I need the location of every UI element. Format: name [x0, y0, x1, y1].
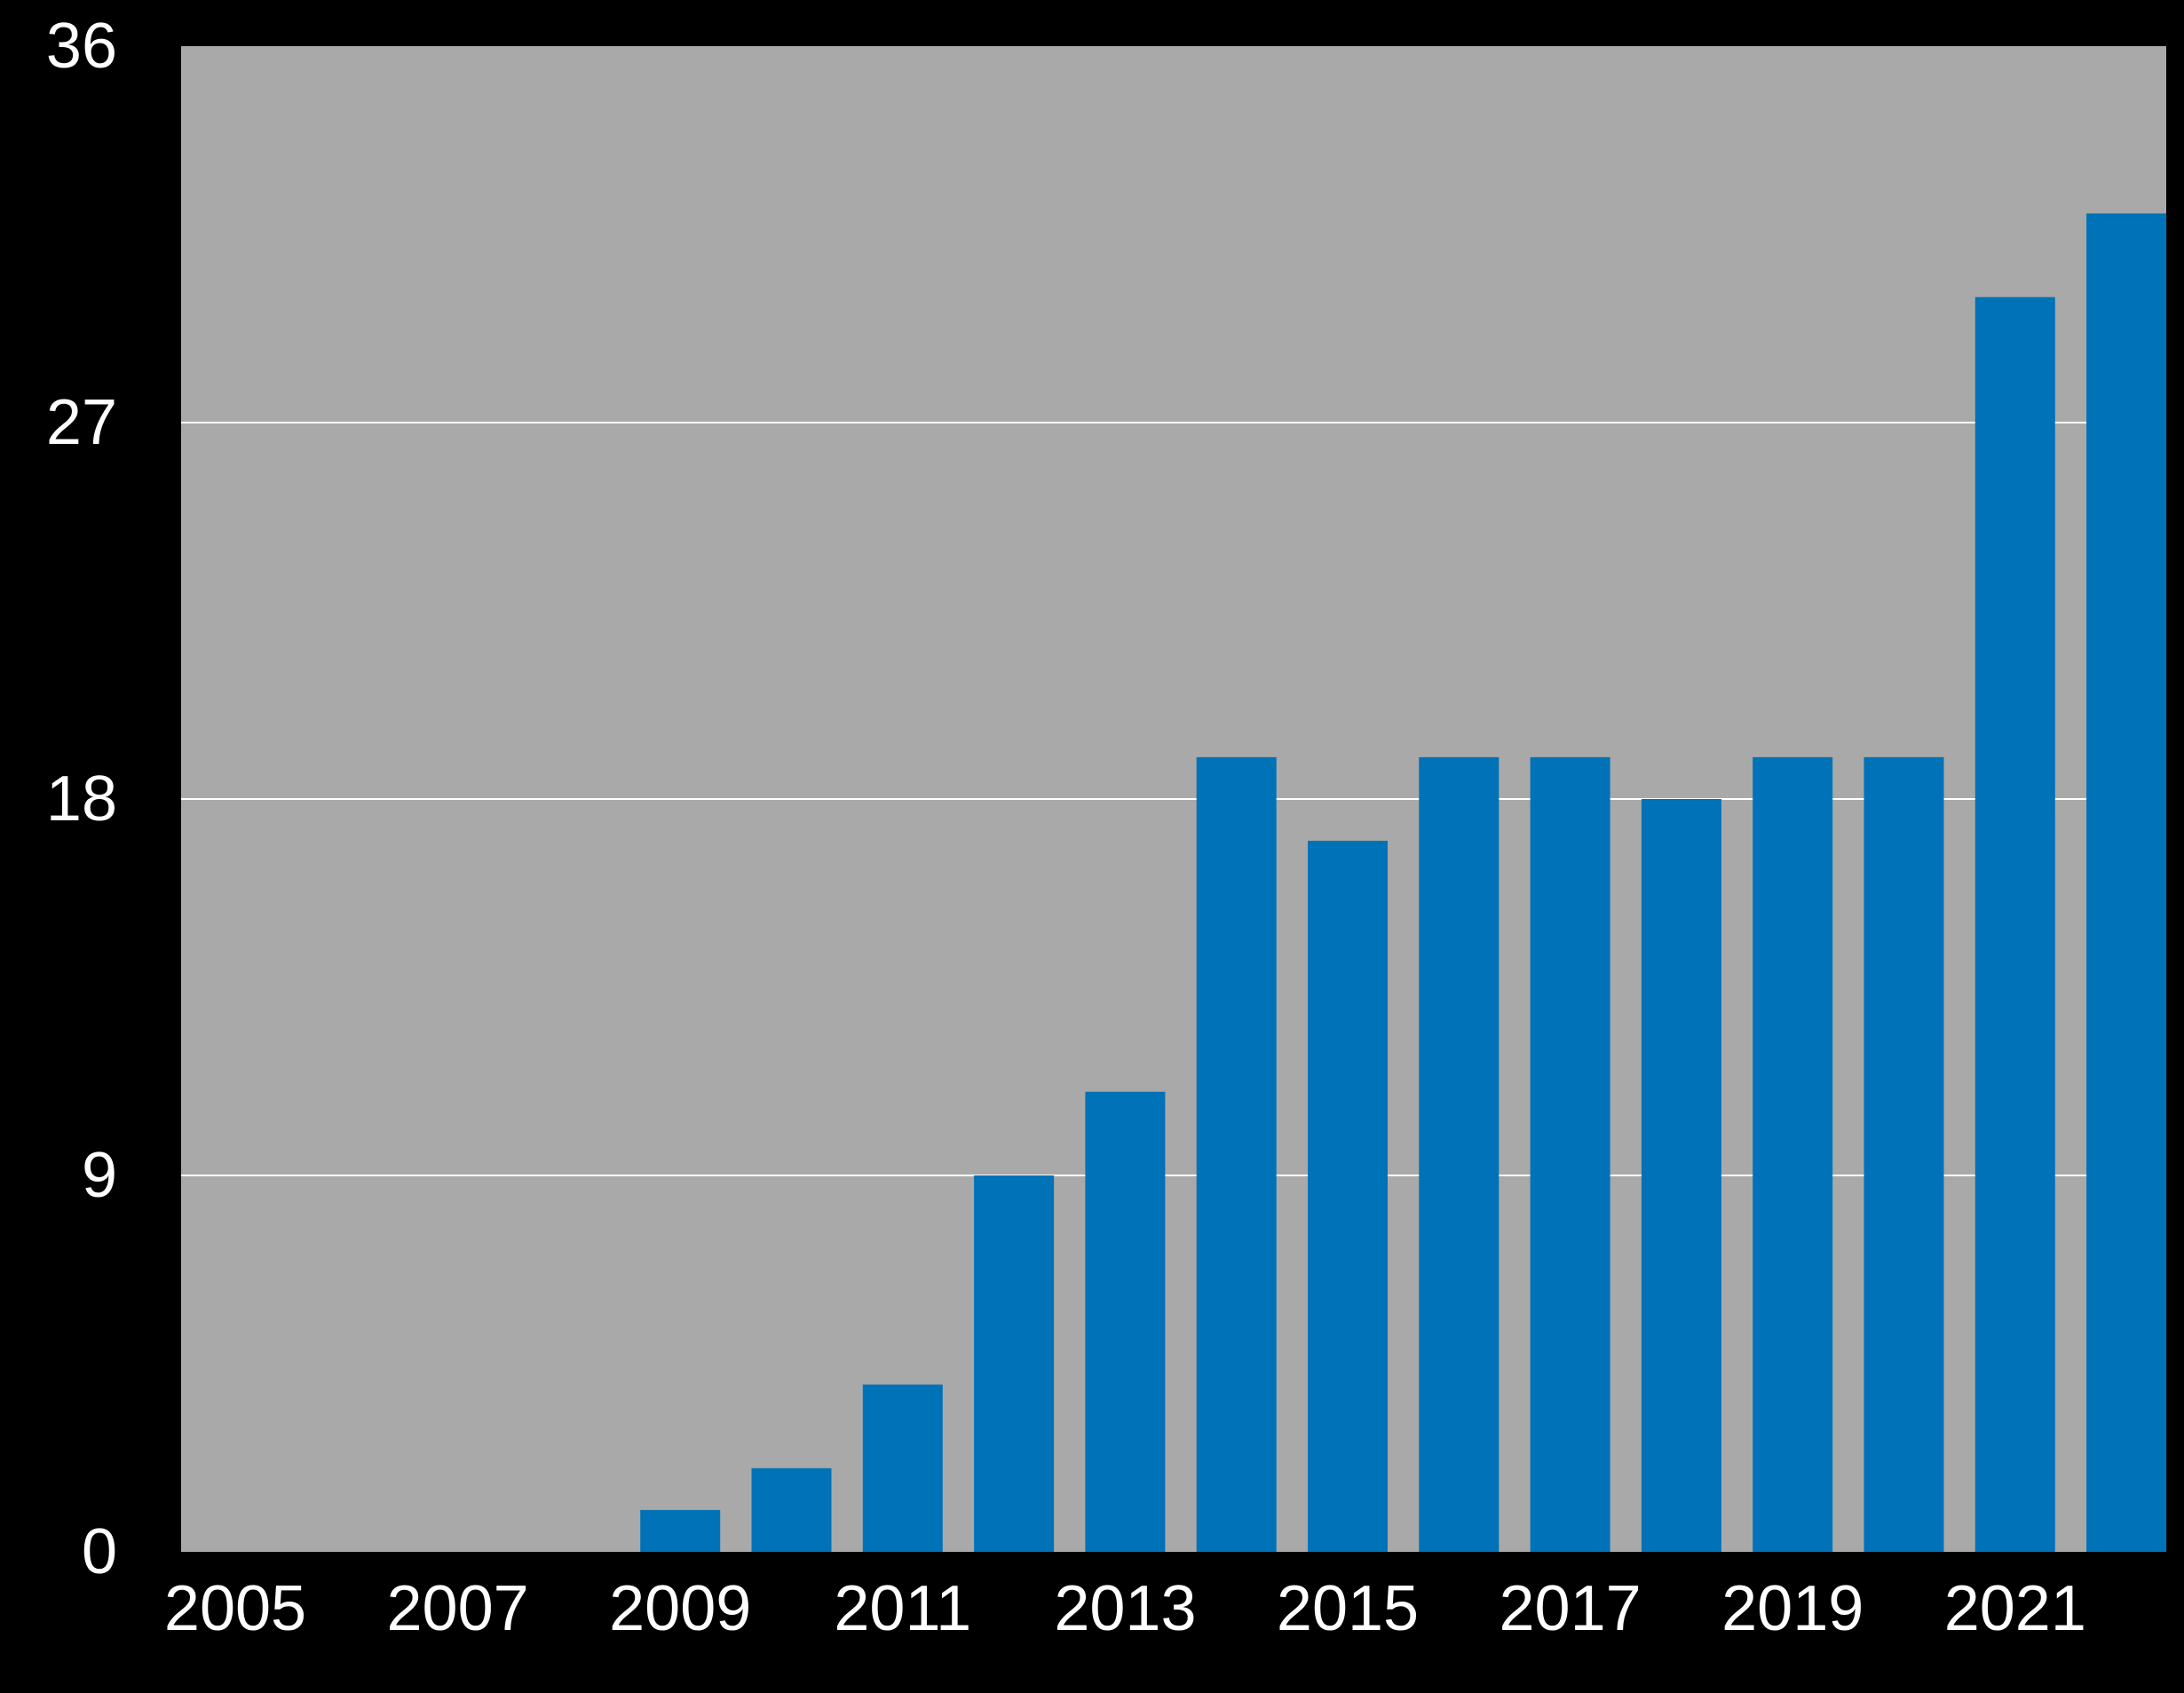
- y-tick-label-18: 18: [46, 763, 117, 835]
- x-tick-label-2019: 2019: [1721, 1573, 1864, 1644]
- bar-2016: [1419, 756, 1500, 1552]
- x-axis-ticks: 2005 2007 2009 2011 2013 2015 2017 2019 2021: [164, 1573, 2086, 1644]
- x-tick-label-2011: 2011: [834, 1573, 971, 1644]
- bar-2018: [1641, 799, 1721, 1552]
- gridlines: [179, 46, 2166, 1552]
- x-tick-label-2015: 2015: [1277, 1573, 1419, 1644]
- bar-2020: [1864, 756, 1944, 1552]
- x-tick-label-2007: 2007: [387, 1573, 529, 1644]
- bar-2009: [640, 1509, 721, 1552]
- bar-2021: [1974, 297, 2055, 1553]
- bar-2017: [1530, 756, 1610, 1552]
- x-tick-label-2013: 2013: [1054, 1573, 1196, 1644]
- x-tick-label-2021: 2021: [1944, 1573, 2086, 1644]
- x-tick-label-2017: 2017: [1500, 1573, 1642, 1644]
- bar-2022: [2086, 213, 2167, 1552]
- bar-2012: [974, 1175, 1055, 1552]
- bar-2010: [751, 1468, 832, 1552]
- y-tick-label-36: 36: [46, 11, 117, 82]
- x-tick-label-2009: 2009: [609, 1573, 751, 1644]
- y-tick-label-27: 27: [46, 387, 117, 458]
- y-tick-label-9: 9: [82, 1140, 117, 1211]
- bar-2019: [1753, 756, 1833, 1552]
- bar-2011: [862, 1384, 943, 1552]
- bars: [640, 213, 2167, 1553]
- bar-2013: [1085, 1091, 1166, 1552]
- bar-2015: [1308, 841, 1388, 1552]
- y-tick-label-0: 0: [82, 1516, 117, 1587]
- bar-2014: [1196, 756, 1277, 1552]
- x-tick-label-2005: 2005: [164, 1573, 306, 1644]
- y-axis-ticks: 0 9 18 27 36: [46, 11, 117, 1587]
